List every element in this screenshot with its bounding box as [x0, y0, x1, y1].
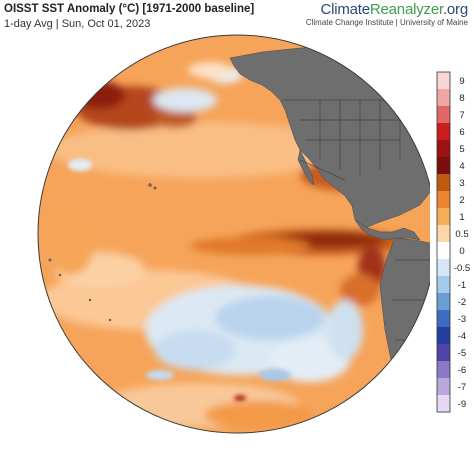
legend-swatch: [437, 106, 450, 124]
legend-tick-label: 0: [459, 246, 464, 257]
map-title: OISST SST Anomaly (°C) [1971-2000 baseli…: [4, 3, 255, 15]
legend-tick-label: -0.5: [454, 263, 470, 274]
hawaii-islands: [148, 183, 152, 187]
legend-tick-label: 7: [459, 110, 464, 121]
legend-tick-label: -1: [458, 280, 466, 291]
legend-swatch: [437, 123, 450, 141]
political-borders: [282, 99, 430, 341]
legend-frame: [436, 71, 451, 413]
legend-swatch: [437, 225, 450, 243]
legend-swatch: [437, 378, 450, 396]
legend-tick-label: -7: [458, 382, 466, 393]
central-america: [354, 219, 421, 241]
legend-swatch: [437, 259, 450, 277]
anomaly-patches: [40, 62, 410, 429]
legend-swatch: [437, 72, 450, 90]
brand-tagline: Climate Change Institute | University of…: [305, 18, 468, 27]
legend-swatch: [437, 208, 450, 226]
legend-tick-label: 4: [459, 161, 464, 172]
legend-tick-label: 0.5: [455, 229, 468, 240]
legend-swatch: [437, 361, 450, 379]
legend-swatch: [437, 174, 450, 192]
legend-tick-label: 2: [459, 195, 464, 206]
globe-outline: [37, 34, 430, 434]
legend-swatch: [437, 140, 450, 158]
legend-swatches: [437, 72, 450, 413]
legend-tick-label: 1: [459, 212, 464, 223]
legend-tick-label: 8: [459, 93, 464, 104]
map-subtitle: 1-day Avg | Sun, Oct 01, 2023: [4, 18, 151, 30]
brand-name: ClimateReanalyzer.org: [306, 1, 468, 18]
legend-tick-label: -4: [458, 331, 466, 342]
brand-name-part2: Reanalyzer: [369, 1, 443, 18]
brand-name-part1: Climate: [320, 1, 370, 18]
legend-tick-labels: 9 8 7 6 5 4 3 2 1 0.5 0 -0.5 -1 -2 -3 -4 -5 -6 -7 -9: [454, 76, 470, 410]
legend-tick-label: 5: [459, 144, 464, 155]
legend-swatch: [437, 242, 450, 260]
legend-tick-label: 3: [459, 178, 464, 189]
globe-ocean-layer: [38, 35, 430, 433]
legend-swatch: [437, 395, 450, 413]
legend-tick-label: -2: [458, 297, 466, 308]
legend-swatch: [437, 157, 450, 175]
legend-swatch: [437, 327, 450, 345]
brand-logo[interactable]: ClimateReanalyzer.org Climate Change Ins…: [306, 1, 468, 27]
brand-name-part3: .org: [442, 1, 468, 18]
legend-swatch: [437, 293, 450, 311]
legend-tick-label: 6: [459, 127, 464, 138]
legend-swatch: [437, 276, 450, 294]
legend-swatch: [437, 344, 450, 362]
baja-peninsula: [297, 149, 315, 186]
legend-swatch: [437, 191, 450, 209]
legend-tick-label: -5: [458, 348, 466, 359]
legend-swatch: [437, 89, 450, 107]
legend-tick-label: -9: [458, 399, 466, 410]
legend-tick-label: -6: [458, 365, 466, 376]
legend-tick-label: -3: [458, 314, 466, 325]
legend-swatch: [437, 310, 450, 328]
legend-tick-label: 9: [459, 76, 464, 87]
globe-map[interactable]: [0, 0, 430, 458]
